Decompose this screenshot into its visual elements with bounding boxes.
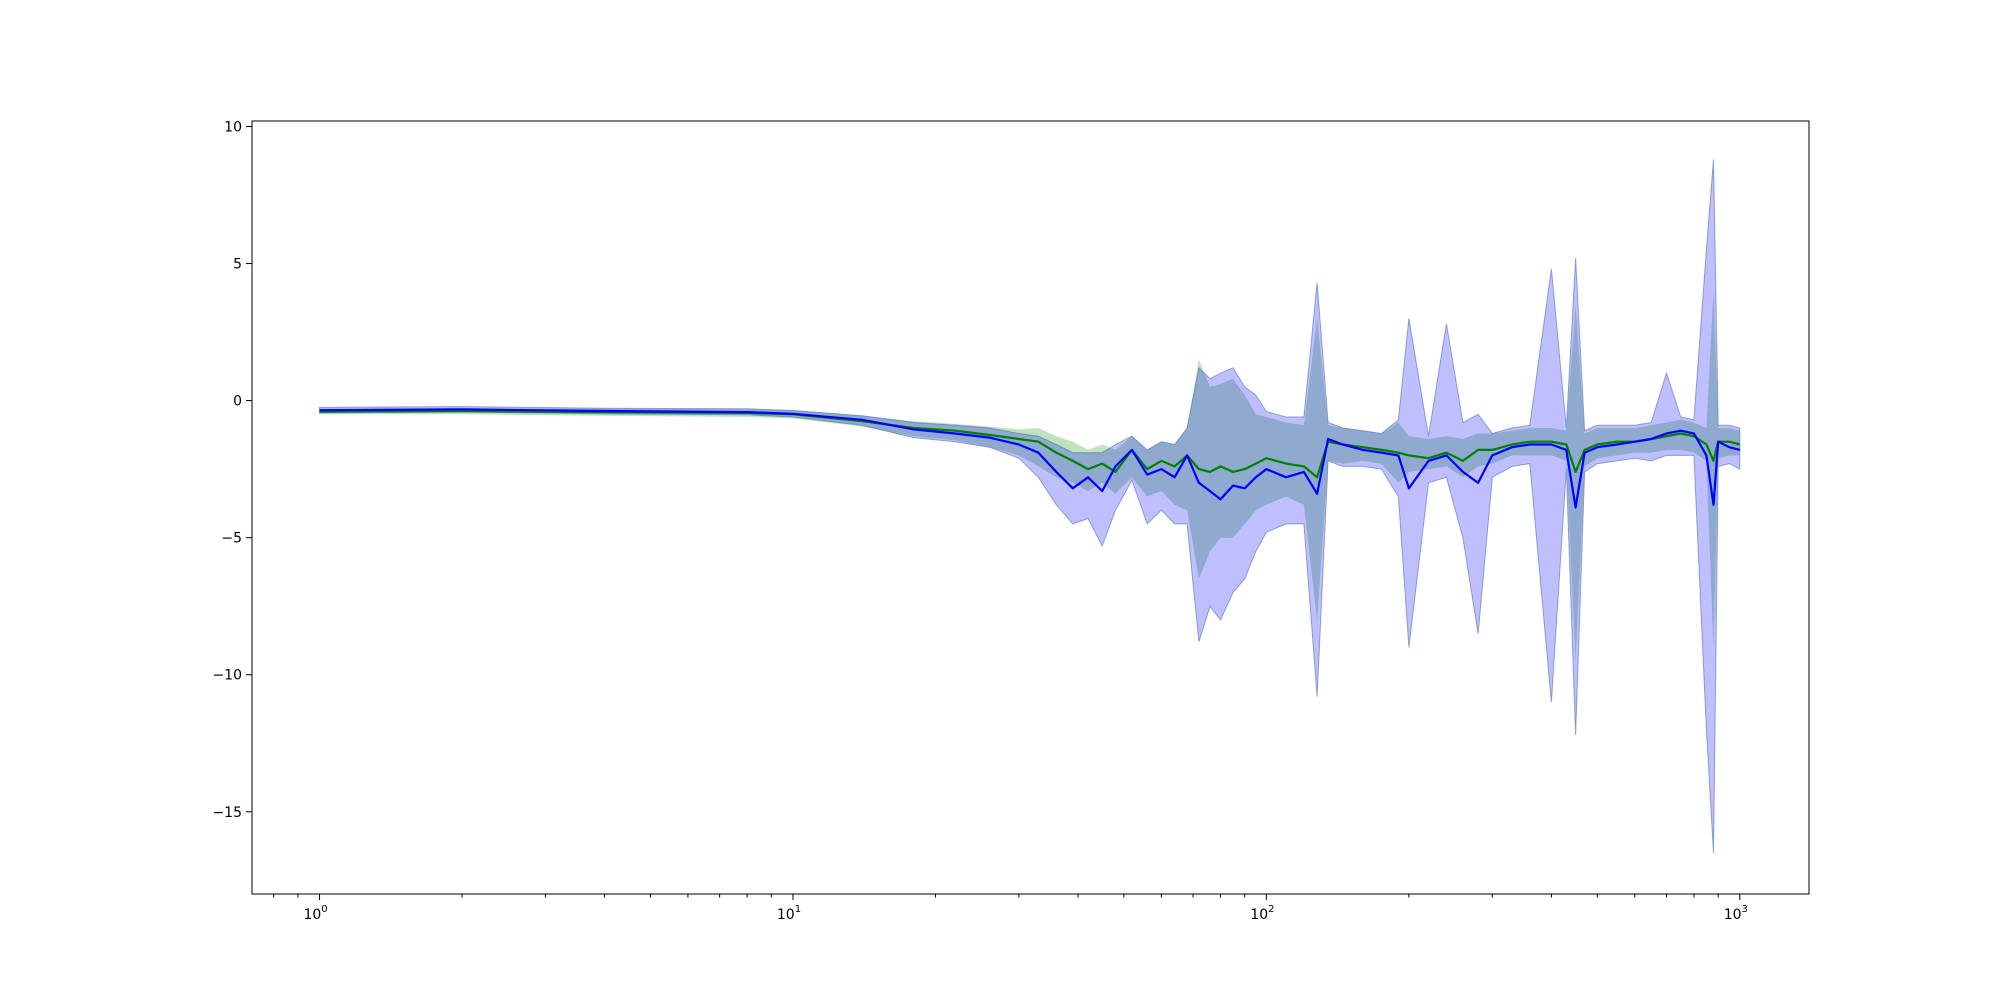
y-tick-label: 5 (233, 257, 242, 273)
x-axis: 100 101 102 103 (273, 894, 1748, 923)
x-tick-label: 102 (1250, 904, 1274, 923)
y-axis: 10 5 0 −5 −10 −15 (212, 119, 252, 821)
x-tick-label: 103 (1724, 904, 1748, 923)
green-series-line (319, 409, 1741, 479)
confidence-bands (319, 159, 1741, 853)
y-tick-label: 0 (233, 394, 242, 410)
plot-area-frame (251, 120, 1810, 895)
blue-series-line (319, 408, 1741, 509)
x-tick-label: 101 (777, 904, 801, 923)
blue-series-band (319, 159, 1741, 853)
y-tick-label: −5 (221, 531, 242, 547)
x-tick-label: 100 (303, 904, 327, 923)
y-tick-label: −15 (212, 805, 242, 821)
y-tick-label: −10 (212, 668, 242, 684)
series-lines (319, 408, 1741, 509)
y-tick-label: 10 (224, 119, 242, 135)
